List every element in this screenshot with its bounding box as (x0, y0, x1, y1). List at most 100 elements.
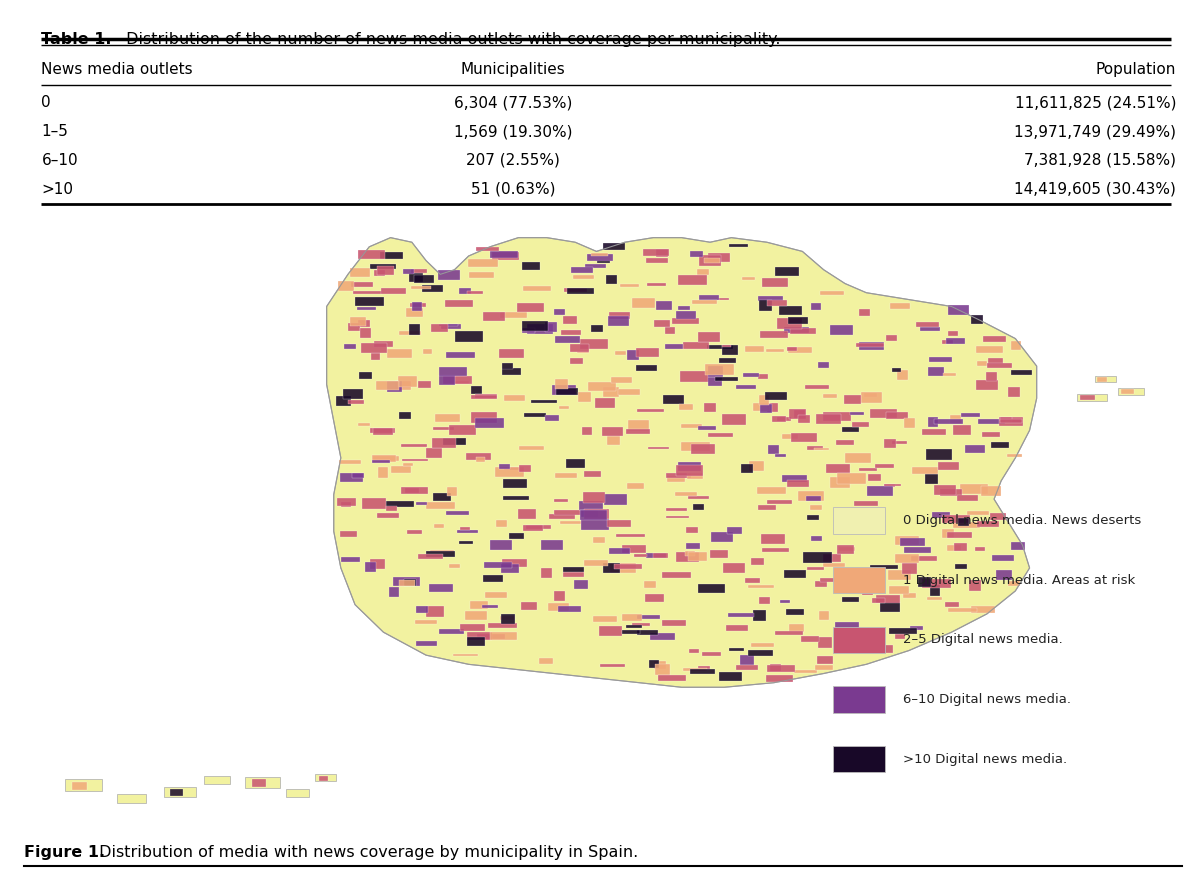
Bar (596, 259, 610, 263)
Text: Distribution of the number of news media outlets with coverage per municipality.: Distribution of the number of news media… (121, 32, 780, 47)
Bar (700, 295, 719, 300)
Bar (389, 587, 400, 597)
Bar (564, 288, 587, 292)
Bar (636, 348, 659, 357)
Bar (856, 639, 880, 646)
Bar (719, 672, 742, 681)
Bar (934, 418, 962, 424)
Bar (439, 368, 467, 377)
Bar (679, 404, 694, 410)
Bar (444, 299, 473, 307)
Bar (412, 302, 422, 311)
Bar (690, 669, 715, 674)
Bar (373, 456, 398, 461)
Bar (883, 484, 895, 488)
Bar (416, 502, 427, 504)
Bar (415, 606, 428, 613)
Bar (977, 380, 997, 390)
Bar (610, 564, 636, 573)
Bar (365, 562, 376, 572)
Bar (588, 383, 617, 392)
Bar (719, 358, 737, 363)
Bar (485, 592, 508, 598)
Bar (788, 347, 811, 353)
Bar (718, 297, 730, 300)
Bar (974, 547, 985, 551)
Bar (862, 592, 872, 595)
Bar (628, 350, 638, 361)
Bar (577, 351, 588, 353)
Bar (433, 493, 451, 501)
Bar (889, 628, 917, 634)
Bar (460, 541, 473, 543)
Bar (426, 607, 444, 616)
Bar (967, 511, 989, 515)
Bar (582, 427, 592, 435)
Bar (518, 509, 535, 519)
Bar (245, 777, 280, 788)
Bar (678, 275, 707, 285)
Bar (954, 565, 967, 568)
Bar (522, 262, 540, 270)
Bar (391, 466, 412, 472)
Bar (362, 498, 386, 509)
Bar (838, 473, 865, 484)
Bar (760, 597, 769, 604)
Bar (593, 615, 617, 622)
Bar (1007, 455, 1021, 457)
Bar (683, 668, 707, 670)
Bar (524, 413, 546, 417)
Bar (850, 411, 864, 416)
Bar (371, 559, 384, 569)
Bar (750, 461, 764, 471)
Bar (637, 408, 664, 411)
Bar (728, 613, 755, 617)
Bar (341, 502, 350, 507)
Bar (341, 557, 360, 562)
Bar (845, 395, 860, 404)
Bar (910, 626, 923, 630)
Bar (385, 501, 414, 507)
Bar (811, 535, 822, 541)
Bar (403, 269, 414, 274)
Bar (1012, 370, 1032, 375)
Bar (942, 340, 953, 344)
Bar (768, 299, 787, 306)
Bar (626, 429, 650, 433)
Bar (721, 345, 738, 354)
Bar (704, 258, 720, 263)
Bar (781, 434, 798, 439)
Bar (689, 649, 698, 653)
Bar (517, 303, 545, 312)
Bar (751, 558, 764, 565)
Bar (653, 553, 668, 559)
Bar (947, 532, 972, 538)
Bar (570, 344, 588, 352)
Bar (887, 412, 908, 419)
Bar (859, 469, 877, 472)
Bar (580, 339, 607, 349)
Bar (773, 416, 786, 422)
Bar (793, 670, 817, 673)
Bar (954, 543, 967, 551)
Polygon shape (326, 238, 1037, 687)
Bar (931, 512, 949, 518)
Bar (948, 331, 958, 336)
Bar (614, 351, 625, 355)
Bar (856, 344, 884, 347)
Bar (380, 288, 406, 294)
Bar (599, 626, 623, 636)
Bar (442, 324, 461, 329)
Bar (458, 288, 470, 294)
Bar (977, 346, 1003, 353)
Bar (378, 467, 389, 478)
Bar (698, 426, 716, 430)
Bar (443, 438, 467, 446)
Bar (766, 675, 793, 682)
Bar (815, 665, 833, 670)
Bar (595, 398, 614, 408)
Text: Table 1.: Table 1. (42, 32, 112, 47)
Text: News media outlets: News media outlets (42, 62, 193, 77)
Bar (504, 467, 518, 470)
Bar (481, 606, 498, 608)
